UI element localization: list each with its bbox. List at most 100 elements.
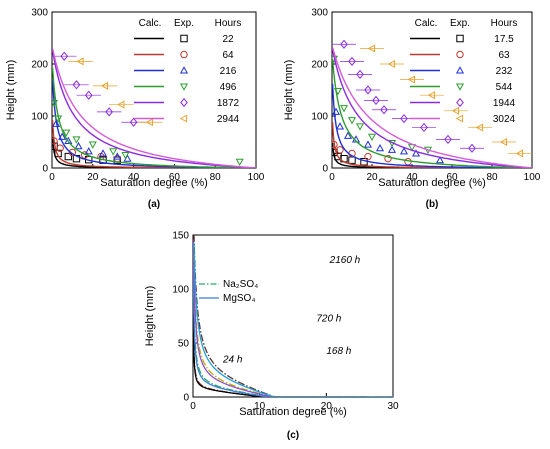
legend-marker bbox=[456, 97, 464, 108]
mgso4-curve bbox=[193, 264, 393, 397]
y-tick-label: 100 bbox=[31, 112, 48, 123]
plot-area bbox=[332, 39, 532, 168]
data-point bbox=[332, 107, 341, 115]
legend-hours-label: 17.5 bbox=[494, 34, 514, 45]
data-point bbox=[72, 136, 81, 144]
data-point bbox=[76, 57, 84, 66]
plot-area bbox=[193, 235, 393, 397]
x-tick-label: 30 bbox=[387, 401, 399, 412]
model-curve bbox=[332, 47, 532, 168]
na2so4-curve bbox=[193, 235, 393, 397]
x-tick-label: 80 bbox=[486, 172, 498, 183]
legend-hours-label: 232 bbox=[496, 66, 513, 77]
data-point bbox=[68, 148, 77, 157]
y-tick-label: 50 bbox=[178, 339, 190, 350]
legend-header-exp: Exp. bbox=[450, 18, 470, 29]
data-point bbox=[411, 149, 421, 157]
legend-marker bbox=[179, 114, 188, 123]
curve-time-label: 720 h bbox=[316, 313, 341, 324]
data-point bbox=[64, 136, 73, 145]
curve-time-label: 24 h bbox=[222, 354, 243, 365]
model-curve bbox=[52, 48, 256, 168]
y-tick-label: 300 bbox=[31, 8, 48, 19]
data-point bbox=[475, 123, 484, 132]
mgso4-curve bbox=[193, 239, 393, 397]
legend-header-exp: Exp. bbox=[174, 18, 194, 29]
y-tick-label: 100 bbox=[311, 112, 328, 123]
data-point bbox=[451, 106, 460, 115]
curve-time-label: 168 h bbox=[326, 346, 351, 357]
data-point bbox=[100, 81, 109, 90]
data-point bbox=[235, 158, 244, 166]
panel-label: (a) bbox=[148, 199, 160, 210]
x-axis-title: Saturation degree (%) bbox=[378, 177, 486, 189]
legend-marker bbox=[180, 97, 188, 108]
panel-a-chart: 0 20 40 60 80 100 0 100 200 300 Saturation degree … bbox=[5, 8, 265, 211]
data-point bbox=[332, 140, 338, 149]
data-point bbox=[367, 44, 376, 53]
data-point bbox=[364, 85, 372, 95]
data-point bbox=[404, 158, 412, 166]
data-point bbox=[420, 122, 428, 133]
data-point bbox=[98, 149, 108, 157]
curve-time-label: 2160 h bbox=[329, 255, 361, 266]
legend-hours-label: 64 bbox=[222, 50, 234, 61]
data-point bbox=[54, 149, 62, 158]
data-point bbox=[145, 118, 153, 127]
legend-hours-label: 1944 bbox=[493, 98, 516, 109]
data-point bbox=[339, 105, 349, 113]
data-point bbox=[499, 137, 508, 147]
data-point bbox=[52, 119, 61, 127]
data-point bbox=[515, 149, 524, 158]
model-curve bbox=[52, 67, 256, 168]
data-point bbox=[400, 113, 408, 124]
data-point bbox=[375, 144, 385, 152]
panel-b-chart: 0 20 40 60 80 100 0 100 200 300 Saturation degree … bbox=[283, 8, 541, 211]
na2so4-curve bbox=[193, 306, 327, 397]
legend-marker bbox=[455, 83, 465, 91]
x-tick-label: 0 bbox=[190, 401, 196, 412]
model-curve bbox=[52, 50, 256, 168]
x-tick-label: 0 bbox=[329, 172, 335, 183]
data-point bbox=[84, 147, 93, 155]
data-point bbox=[336, 146, 344, 154]
data-point bbox=[84, 90, 93, 100]
data-point bbox=[364, 152, 372, 161]
legend-marker bbox=[456, 34, 464, 43]
data-point bbox=[54, 115, 63, 123]
data-point bbox=[62, 129, 71, 137]
x-axis-title: Saturation degree (%) bbox=[100, 177, 208, 189]
mgso4-curve bbox=[193, 243, 393, 397]
legend-header-hours: Hours bbox=[491, 18, 518, 29]
legend-label-na2so4: Na₂SO₄ bbox=[223, 279, 258, 290]
data-point bbox=[340, 39, 348, 49]
data-point bbox=[58, 132, 67, 140]
model-curve bbox=[332, 49, 532, 168]
legend-hours-label: 496 bbox=[220, 82, 237, 93]
data-point bbox=[347, 117, 357, 125]
legend-header-calc: Calc. bbox=[139, 18, 162, 29]
y-tick-label: 200 bbox=[311, 60, 328, 71]
legend-hours-label: 216 bbox=[220, 66, 237, 77]
legend-label-mgso4: MgSO₄ bbox=[223, 293, 255, 304]
data-point bbox=[56, 144, 64, 152]
legend-marker bbox=[179, 66, 189, 74]
x-tick-label: 40 bbox=[128, 172, 140, 183]
data-point bbox=[468, 143, 476, 153]
data-point bbox=[387, 145, 397, 153]
legend-hours-label: 544 bbox=[496, 82, 513, 93]
data-point bbox=[384, 154, 392, 163]
data-point bbox=[343, 131, 353, 139]
panel-label: (b) bbox=[426, 199, 439, 210]
legend-marker bbox=[456, 50, 464, 59]
data-point bbox=[52, 99, 59, 108]
x-tick-label: 100 bbox=[524, 172, 541, 183]
x-tick-label: 10 bbox=[254, 401, 266, 412]
data-point bbox=[372, 95, 380, 106]
model-curve bbox=[332, 59, 532, 168]
data-point bbox=[113, 152, 122, 160]
data-point bbox=[64, 152, 73, 161]
legend-hours-label: 3024 bbox=[493, 114, 516, 125]
x-tick-label: 100 bbox=[248, 172, 265, 183]
